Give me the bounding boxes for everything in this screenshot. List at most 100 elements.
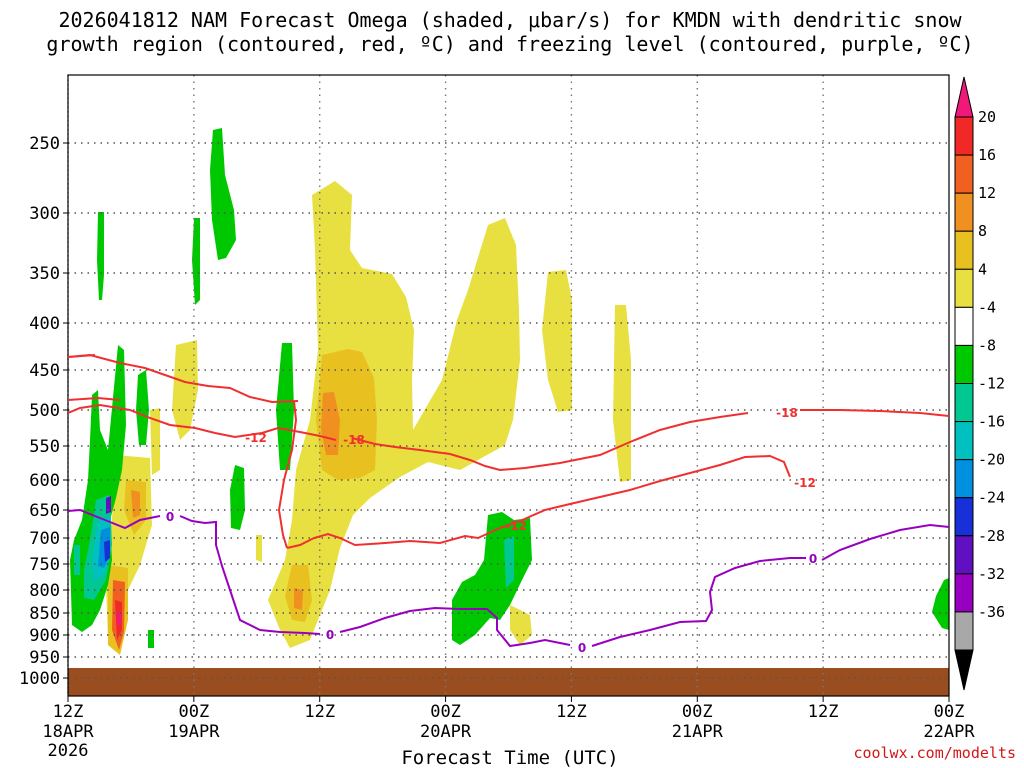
omega-shade-green-col1: [97, 212, 104, 300]
omega-shade-green-upper: [210, 128, 236, 260]
contour-label: -12: [794, 476, 816, 490]
x-tick-label: 20APR: [420, 722, 472, 742]
y-tick-label: 250: [29, 134, 60, 154]
colorbar-swatch: [954, 230, 974, 270]
x-tick-label: 19APR: [168, 722, 220, 742]
colorbar-label: -4: [978, 298, 996, 316]
colorbar-swatch: [954, 611, 974, 651]
colorbar-label: -32: [978, 565, 1005, 583]
plot-frame: [67, 74, 950, 697]
dgz-contour-upper: [68, 353, 791, 549]
omega-shade-green-small: [148, 630, 154, 648]
omega-shade-yellow-thin: [613, 305, 631, 482]
dgz-contour-left-upper: [68, 354, 121, 401]
omega-shade-purple-main: [106, 496, 111, 514]
omega-shade-green-right: [932, 578, 949, 630]
x-tick-label: 12Z: [304, 702, 335, 722]
y-tick-label: 650: [29, 501, 60, 521]
contour-label: -12: [245, 431, 267, 445]
freezing-level-contours: [68, 508, 949, 648]
ground-layer: [68, 668, 949, 696]
omega-shade-pink-core: [117, 612, 121, 625]
omega-shade-teal-day3: [504, 536, 514, 588]
colorbar-label: -36: [978, 603, 1005, 621]
y-tick-label: 450: [29, 361, 60, 381]
y-axis: 2503003504004505005506006507007508008509…: [19, 134, 68, 689]
omega-shade-blue-main: [104, 540, 110, 562]
colorbar-swatch: [954, 497, 974, 537]
colorbar-swatch: [954, 268, 974, 308]
colorbar-swatch: [954, 154, 974, 194]
y-tick-label: 300: [29, 204, 60, 224]
y-tick-label: 900: [29, 626, 60, 646]
colorbar-top-triangle: [954, 76, 974, 118]
contour-label: 0: [578, 641, 586, 655]
colorbar-label: -24: [978, 489, 1005, 507]
x-tick-label: 12Z: [53, 702, 84, 722]
colorbar-swatch: [954, 383, 974, 423]
y-tick-label: 1000: [19, 669, 60, 689]
colorbar-swatch: [954, 116, 974, 156]
x-tick-label: 21APR: [672, 722, 724, 742]
colorbar-label: -12: [978, 375, 1005, 393]
colorbar-label: 20: [978, 108, 996, 126]
omega-shade-orange-low: [294, 588, 303, 610]
freezing-level-line: [68, 508, 949, 648]
omega-shade-yellow-bottom: [510, 605, 532, 645]
x-tick-label: 00Z: [430, 702, 461, 722]
omega-shade-yellow-left2: [150, 408, 160, 475]
omega-shade-yellow-top: [268, 181, 520, 648]
colorbar-label: 4: [978, 260, 987, 278]
x-tick-label: 18APR: [42, 722, 94, 742]
x-tick-label: 00Z: [178, 702, 209, 722]
x-axis-title: Forecast Time (UTC): [401, 747, 618, 768]
colorbar-label: -28: [978, 527, 1005, 545]
x-tick-label: 22APR: [923, 722, 975, 742]
colorbar-swatch: [954, 421, 974, 461]
contour-label: 0: [809, 552, 817, 566]
dgz-contour-mid: [68, 403, 949, 472]
contour-labels: -12 -18 -12 -18 -12 0 0 0 0: [166, 406, 817, 655]
colorbar-label: -8: [978, 336, 996, 354]
x-tick-label: 2026: [48, 741, 89, 761]
omega-shade-green-col2: [136, 370, 149, 445]
omega-shade-yellow-tiny: [256, 535, 262, 562]
omega-shade-green-col3: [276, 343, 294, 470]
chart-title-line2: growth region (contoured, red, ºC) and f…: [46, 32, 973, 56]
colorbar-swatch: [954, 535, 974, 575]
colorbar-swatch: [954, 344, 974, 384]
colorbar-label: 12: [978, 184, 996, 202]
omega-shade-yellow-left: [172, 340, 198, 440]
omega-shade-yellow-slab: [542, 270, 572, 412]
colorbar-label: 16: [978, 146, 996, 164]
colorbar-bottom-triangle: [954, 649, 974, 691]
contour-label: 0: [166, 510, 174, 524]
y-tick-label: 600: [29, 471, 60, 491]
y-tick-label: 400: [29, 314, 60, 334]
y-tick-label: 550: [29, 437, 60, 457]
contour-label: -18: [776, 406, 798, 420]
y-tick-label: 500: [29, 401, 60, 421]
omega-shade-orange-left: [131, 490, 140, 518]
chart-title-line1: 2026041812 NAM Forecast Omega (shaded, μ…: [58, 8, 962, 32]
credit-text: coolwx.com/modelts: [853, 744, 1016, 762]
colorbar-swatch: [954, 573, 974, 613]
y-tick-label: 950: [29, 648, 60, 668]
omega-shading: [68, 128, 949, 696]
x-tick-label: 00Z: [934, 702, 965, 722]
colorbar-label: -16: [978, 413, 1005, 431]
y-tick-label: 750: [29, 555, 60, 575]
omega-shade-green-main: [70, 345, 126, 632]
x-tick-label: 12Z: [808, 702, 839, 722]
colorbar-swatch: [954, 306, 974, 346]
colorbar-swatch: [954, 459, 974, 499]
y-tick-label: 700: [29, 529, 60, 549]
colorbar: 20 16 12 8 4 -4 -8 -12 -16 -20 -24 -28 -32 -36: [954, 76, 1005, 691]
colorbar-swatch: [954, 192, 974, 232]
dgz-contours: [68, 353, 949, 549]
contour-label: -18: [343, 433, 365, 447]
contour-label: 0: [326, 628, 334, 642]
y-tick-label: 350: [29, 264, 60, 284]
